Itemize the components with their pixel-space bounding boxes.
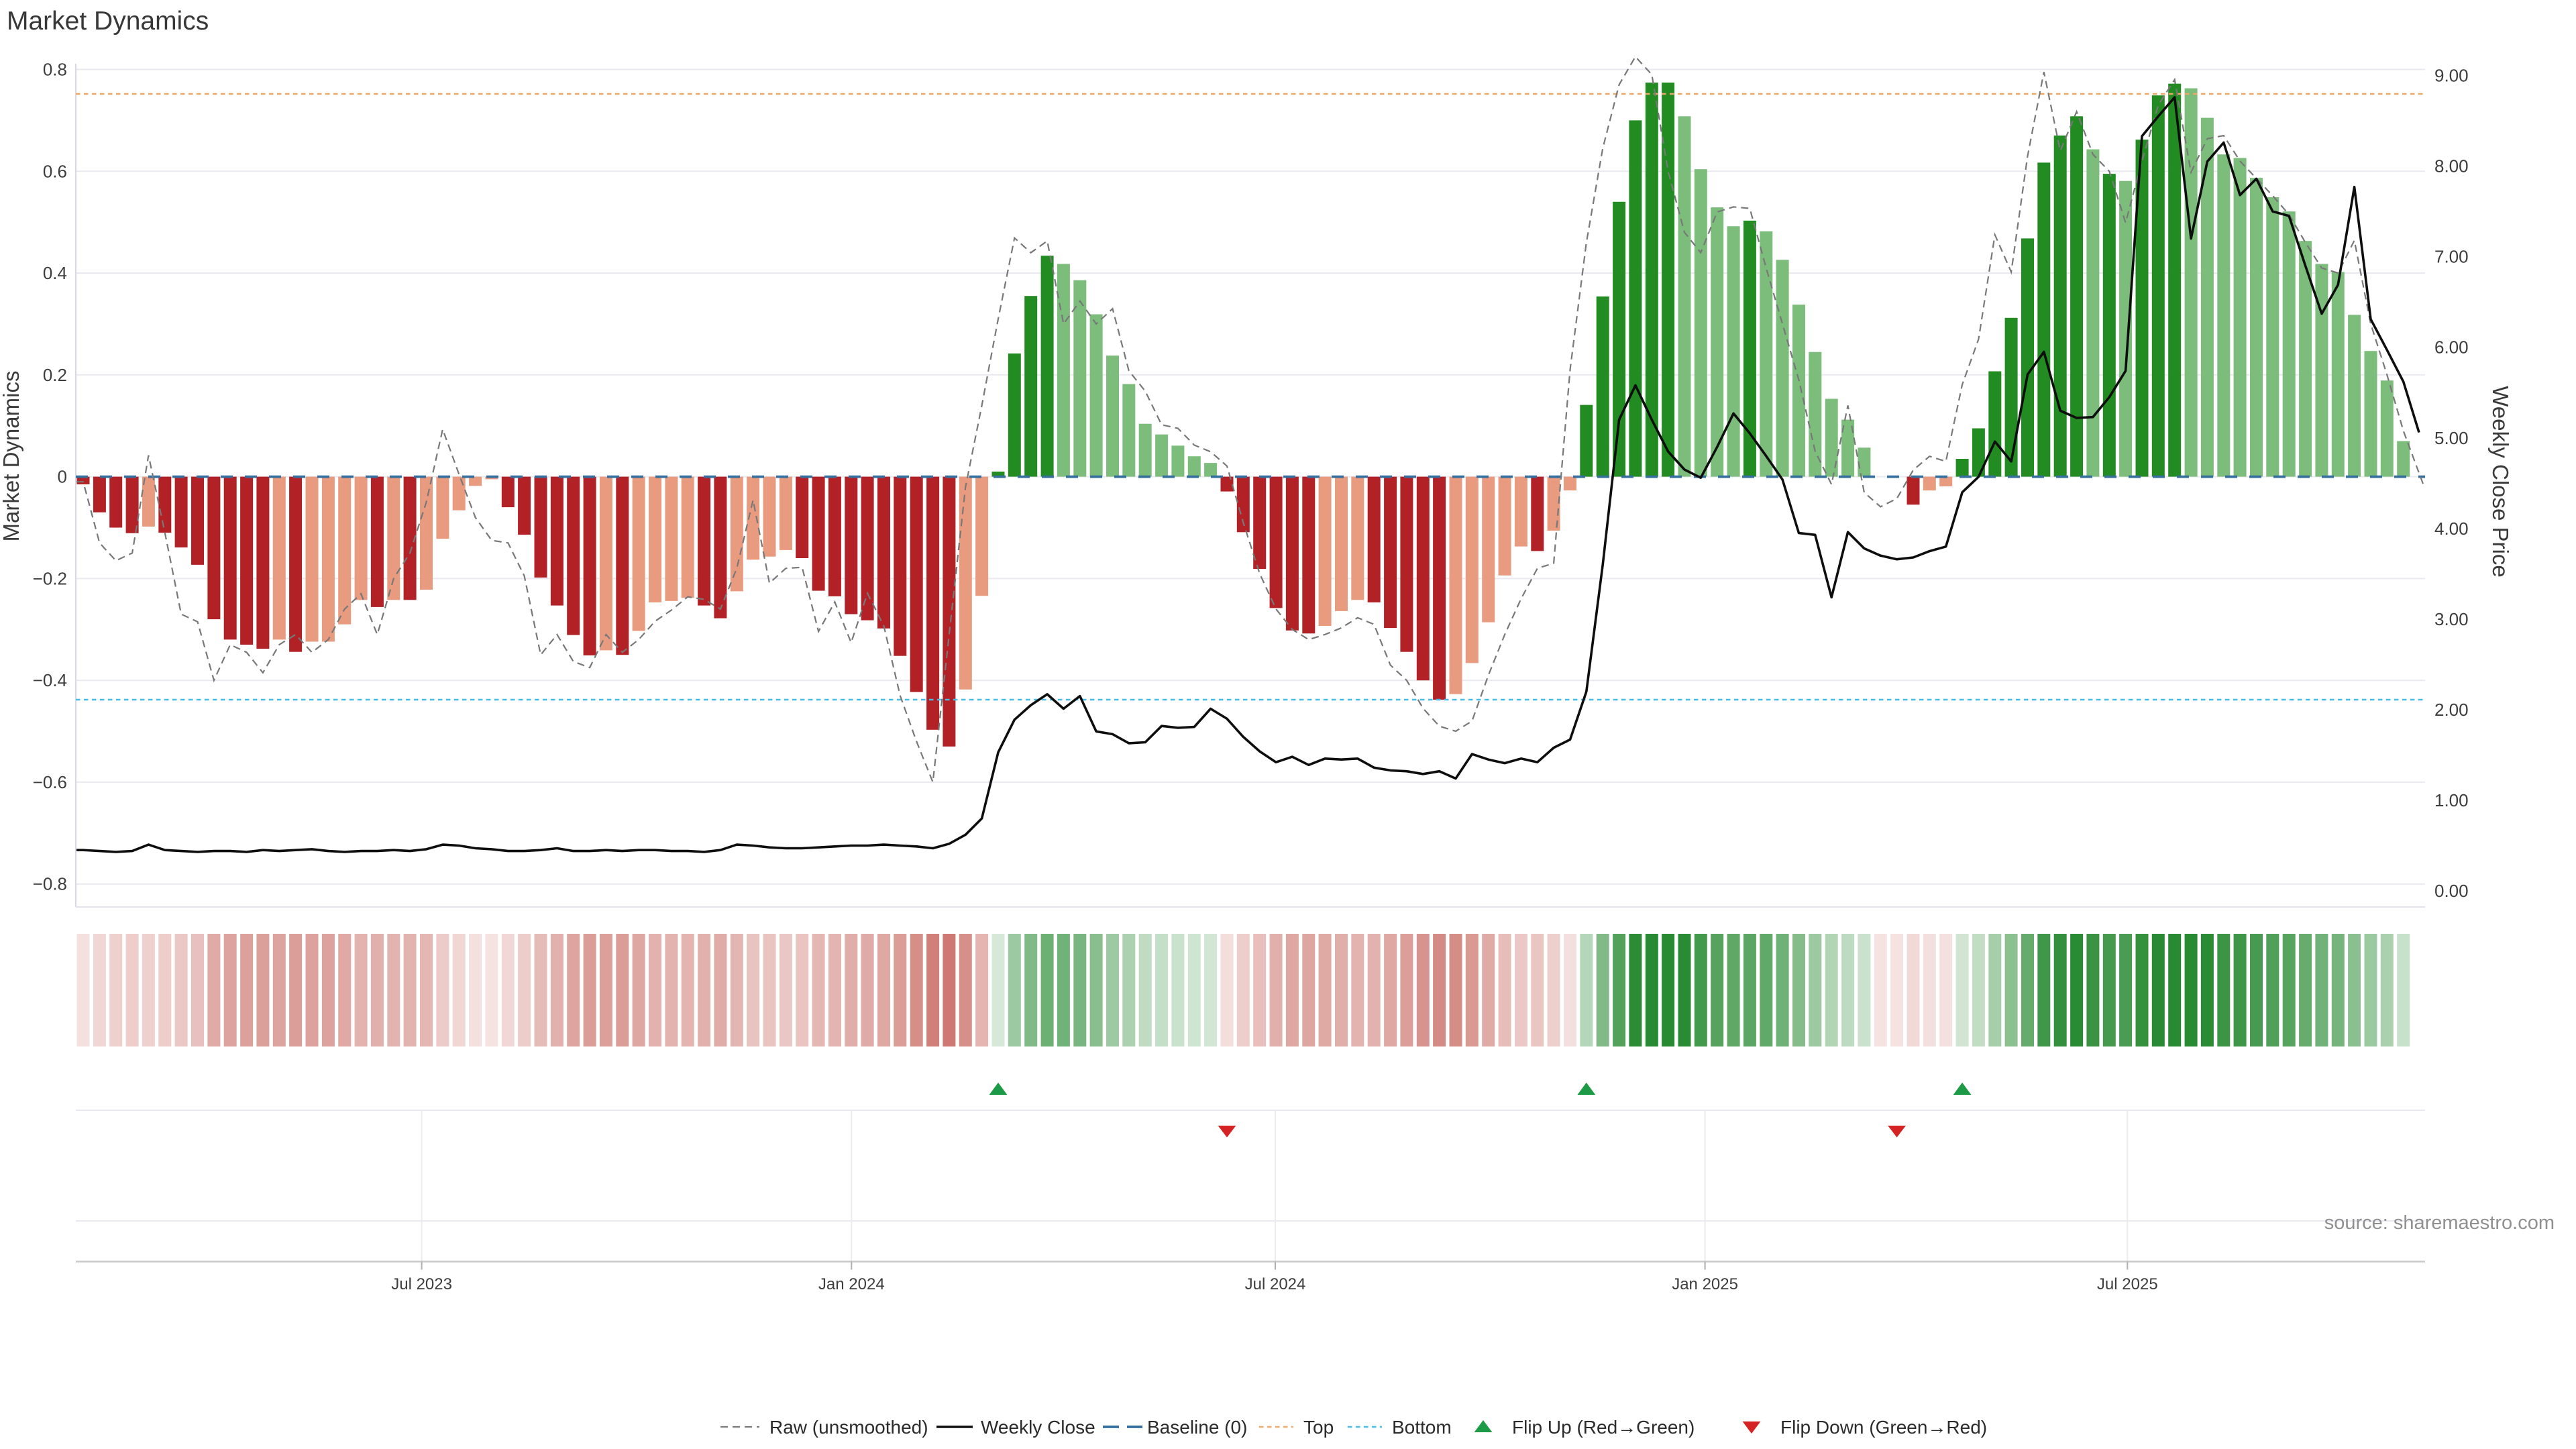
svg-text:Jul 2025: Jul 2025 — [2097, 1275, 2158, 1293]
svg-text:5.00: 5.00 — [2434, 428, 2469, 448]
svg-text:8.00: 8.00 — [2434, 156, 2469, 176]
svg-text:Flip Down (Green→Red): Flip Down (Green→Red) — [1780, 1417, 1987, 1438]
svg-text:−0.4: −0.4 — [33, 670, 67, 690]
svg-text:Market Dynamics: Market Dynamics — [7, 7, 209, 36]
svg-text:Top: Top — [1303, 1417, 1334, 1438]
svg-text:Jan 2024: Jan 2024 — [818, 1275, 885, 1293]
svg-text:−0.2: −0.2 — [33, 568, 67, 588]
svg-text:0.8: 0.8 — [43, 60, 67, 80]
svg-text:6.00: 6.00 — [2434, 337, 2469, 358]
svg-text:Weekly Close Price: Weekly Close Price — [2488, 386, 2513, 577]
svg-text:−0.8: −0.8 — [33, 874, 67, 894]
svg-text:0: 0 — [58, 467, 67, 487]
svg-text:−0.6: −0.6 — [33, 772, 67, 792]
svg-text:Jan 2025: Jan 2025 — [1672, 1275, 1738, 1293]
svg-text:source: sharemaestro.com: source: sharemaestro.com — [2324, 1212, 2555, 1234]
svg-text:Jul 2023: Jul 2023 — [391, 1275, 452, 1293]
svg-text:9.00: 9.00 — [2434, 66, 2469, 86]
svg-text:Market Dynamics: Market Dynamics — [0, 371, 23, 542]
svg-text:4.00: 4.00 — [2434, 519, 2469, 539]
svg-text:Jul 2024: Jul 2024 — [1245, 1275, 1306, 1293]
svg-text:1.00: 1.00 — [2434, 790, 2469, 810]
svg-text:2.00: 2.00 — [2434, 700, 2469, 720]
svg-text:0.6: 0.6 — [43, 161, 67, 181]
svg-text:0.4: 0.4 — [43, 263, 67, 283]
svg-text:Weekly Close: Weekly Close — [981, 1417, 1095, 1438]
svg-text:7.00: 7.00 — [2434, 247, 2469, 267]
svg-text:Bottom: Bottom — [1392, 1417, 1452, 1438]
svg-text:Baseline (0): Baseline (0) — [1147, 1417, 1247, 1438]
svg-text:Raw (unsmoothed): Raw (unsmoothed) — [769, 1417, 928, 1438]
svg-text:3.00: 3.00 — [2434, 609, 2469, 629]
svg-text:0.2: 0.2 — [43, 365, 67, 385]
svg-text:Flip Up (Red→Green): Flip Up (Red→Green) — [1512, 1417, 1695, 1438]
svg-text:0.00: 0.00 — [2434, 881, 2469, 901]
